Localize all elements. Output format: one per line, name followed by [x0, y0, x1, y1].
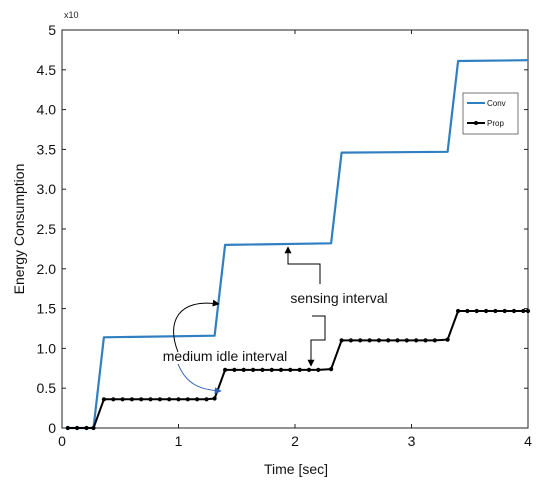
- y-axis-ticks: 0 0.5 1.0 1.5 2.0 2.5 3.0 3.5 4.0 4.5 5: [37, 22, 528, 436]
- data-point-prop: [474, 308, 479, 314]
- data-point-prop: [432, 338, 437, 343]
- x-tick-label: 0: [58, 433, 66, 449]
- data-point-prop: [367, 338, 372, 343]
- data-point-prop: [157, 397, 162, 402]
- data-point-prop: [306, 367, 312, 372]
- y-tick-label: 4.0: [37, 102, 57, 118]
- data-point-prop: [511, 308, 517, 314]
- sensing-arrow-upper: [284, 246, 321, 284]
- legend-label-conv: Conv: [487, 99, 506, 108]
- y-tick-label: 1.0: [37, 340, 57, 356]
- data-point-prop: [241, 367, 246, 372]
- data-point-prop: [465, 308, 470, 314]
- data-point-prop: [414, 338, 419, 343]
- sensing-arrow-lower: [307, 315, 326, 367]
- y-tick-label: 3.0: [37, 181, 57, 197]
- data-point-prop: [167, 397, 172, 402]
- data-point-prop: [484, 308, 489, 314]
- idle-arrow-lower: [177, 363, 222, 395]
- data-point-prop: [316, 367, 321, 372]
- legend: Conv Prop: [462, 92, 519, 135]
- y-tick-label: 2.0: [37, 261, 57, 277]
- data-point-prop: [111, 397, 116, 402]
- data-point-prop: [84, 425, 89, 431]
- x-tick-label: 2: [291, 433, 299, 449]
- y-tick-label: 5: [48, 22, 56, 38]
- data-point-prop: [493, 308, 498, 314]
- data-point-prop: [75, 425, 80, 431]
- y-tick-label: 0: [48, 420, 56, 436]
- data-point-prop: [348, 338, 353, 343]
- data-point-prop: [525, 308, 531, 314]
- data-point-prop: [91, 425, 96, 431]
- data-point-prop: [195, 397, 200, 402]
- data-point-prop: [269, 367, 274, 372]
- data-point-prop: [521, 308, 526, 314]
- data-point-prop: [376, 338, 381, 343]
- data-point-prop: [502, 308, 507, 314]
- data-point-prop: [176, 397, 181, 402]
- medium-idle-interval-label: medium idle interval: [163, 348, 288, 364]
- data-point-prop: [223, 367, 228, 372]
- data-point-prop: [204, 397, 209, 402]
- annotation-medium-idle-interval: medium idle interval: [163, 299, 288, 395]
- x-axis-label: Time [sec]: [264, 461, 328, 477]
- x-axis-ticks: 0 1 2 3 4: [58, 30, 532, 449]
- series-layer: [65, 59, 531, 431]
- data-point-prop: [456, 308, 461, 314]
- sensing-interval-label: sensing interval: [290, 290, 387, 306]
- data-point-prop: [386, 338, 391, 343]
- y-axis-label: Energy Consumption: [11, 164, 27, 295]
- legend-label-prop: Prop: [487, 119, 504, 128]
- series-line-conv: [67, 59, 529, 430]
- data-point-prop: [329, 367, 334, 372]
- data-point-prop: [120, 397, 125, 402]
- data-point-prop: [423, 338, 428, 343]
- data-point-prop: [395, 338, 400, 343]
- data-point-prop: [260, 367, 265, 372]
- annotation-sensing-interval: sensing interval: [284, 246, 388, 367]
- data-point-prop: [339, 338, 344, 343]
- data-point-prop: [358, 338, 363, 343]
- data-point-prop: [212, 396, 217, 401]
- data-point-prop: [101, 397, 106, 402]
- y-tick-label: 1.5: [37, 301, 57, 317]
- legend-marker-prop: [474, 121, 478, 125]
- data-point-prop: [129, 397, 134, 402]
- data-point-prop: [404, 338, 409, 343]
- y-tick-label: 3.5: [37, 141, 57, 157]
- legend-box: [462, 92, 519, 135]
- x-tick-label: 4: [524, 433, 532, 449]
- data-point-prop: [139, 397, 144, 402]
- plot-area: [61, 29, 529, 429]
- x-tick-label: 3: [408, 433, 416, 449]
- y-tick-label: 0.5: [37, 380, 57, 396]
- data-point-prop: [278, 367, 284, 372]
- data-point-prop: [288, 367, 293, 372]
- idle-arrow-upper: [173, 299, 220, 353]
- y-tick-label: 4.5: [37, 62, 57, 78]
- x-tick-label: 1: [175, 433, 183, 449]
- data-point-prop: [297, 367, 302, 372]
- data-point-prop: [65, 425, 70, 431]
- y-multiplier-label: x10: [64, 10, 79, 20]
- data-point-prop: [148, 397, 153, 402]
- data-point-prop: [185, 397, 190, 402]
- data-point-prop: [445, 337, 450, 342]
- data-point-prop: [251, 367, 256, 372]
- data-point-prop: [232, 367, 237, 372]
- y-tick-label: 2.5: [37, 221, 57, 237]
